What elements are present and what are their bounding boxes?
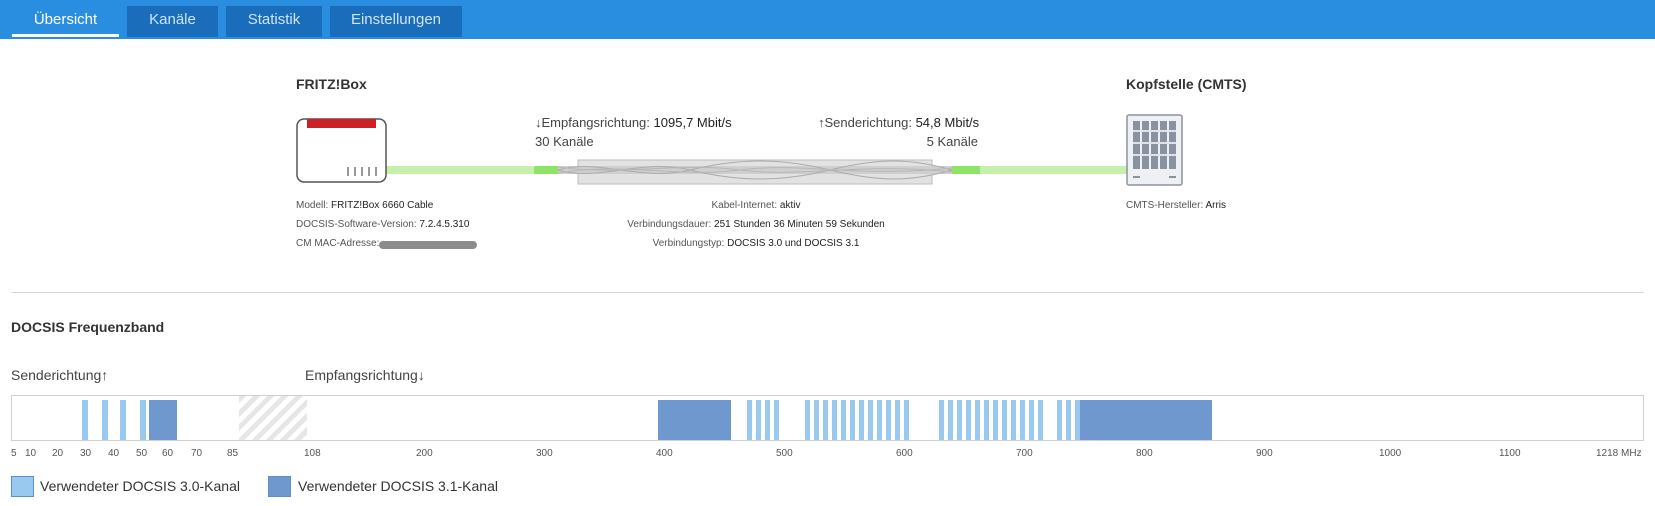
downstream-docsis30-channel: [850, 400, 855, 440]
tick-label: 800: [1136, 448, 1153, 459]
downstream-rate: ↓Empfangsrichtung: 1095,7 Mbit/s: [535, 115, 732, 130]
upstream-rate: ↑Senderichtung: 54,8 Mbit/s: [818, 115, 980, 130]
downstream-docsis30-channel: [747, 400, 752, 440]
downstream-docsis30-channel: [1020, 400, 1025, 440]
cm-mac-address: CM MAC-Adresse:: [296, 238, 380, 249]
tick-label: 10: [25, 448, 37, 459]
tick-label: 20: [52, 448, 64, 459]
downstream-docsis30-channel: [774, 400, 779, 440]
downstream-docsis30-channel: [957, 400, 962, 440]
frequency-band-title: DOCSIS Frequenzband: [11, 319, 165, 335]
downstream-docsis30-channel: [1057, 400, 1062, 440]
tick-label: 1218 MHz: [1596, 448, 1642, 459]
tick-label: 1100: [1499, 448, 1521, 459]
tick-label: 50: [136, 448, 148, 459]
tick-label: 600: [896, 448, 913, 459]
downstream-docsis30-channel: [904, 400, 909, 440]
tick-label: 500: [776, 448, 793, 459]
tab-einstellungen[interactable]: Einstellungen: [330, 6, 462, 37]
downstream-docsis30-channel: [823, 400, 828, 440]
device-model: Modell: FRITZ!Box 6660 Cable: [296, 200, 434, 211]
downstream-docsis30-channel: [841, 400, 846, 440]
tick-label: 5: [11, 448, 17, 459]
tick-label: 900: [1256, 448, 1273, 459]
unused-gap-region: [239, 396, 307, 440]
connection-duration: Verbindungsdauer: 251 Stunden 36 Minuten…: [627, 219, 885, 230]
tab-kanaele[interactable]: Kanäle: [127, 6, 218, 37]
tick-label: 30: [80, 448, 92, 459]
downstream-docsis30-channel: [993, 400, 998, 440]
downstream-docsis30-channel: [966, 400, 971, 440]
downstream-docsis30-channel: [859, 400, 864, 440]
downstream-docsis30-channel: [868, 400, 873, 440]
tick-label: 70: [191, 448, 203, 459]
legend-swatch-docsis31: [268, 476, 291, 497]
cmts-title: Kopfstelle (CMTS): [1126, 76, 1247, 92]
downstream-band-label: Empfangsrichtung↓: [305, 367, 425, 383]
cmts-manufacturer: CMTS-Hersteller: Arris: [1126, 200, 1227, 211]
frequency-band-bar: [11, 395, 1644, 441]
fritzbox-device-icon: [296, 118, 387, 183]
cmts-device-icon: [1126, 114, 1183, 186]
tick-label: 400: [656, 448, 673, 459]
downstream-docsis30-channel: [877, 400, 882, 440]
downstream-docsis30-channel: [832, 400, 837, 440]
connection-diagram: [296, 114, 1183, 186]
downstream-docsis30-channel: [1011, 400, 1016, 440]
section-divider: [11, 292, 1644, 293]
tick-label: 200: [416, 448, 433, 459]
upstream-docsis30-channel: [140, 400, 146, 440]
downstream-docsis30-channel: [948, 400, 953, 440]
tab-bar: Übersicht Kanäle Statistik Einstellungen: [0, 0, 1655, 39]
tab-statistik[interactable]: Statistik: [226, 6, 322, 37]
upstream-docsis31-channel: [149, 400, 177, 440]
connection-type: Verbindungstyp: DOCSIS 3.0 und DOCSIS 3.…: [652, 238, 860, 249]
tick-label: 60: [162, 448, 174, 459]
tick-label: 1000: [1379, 448, 1402, 459]
tick-label: 85: [227, 448, 239, 459]
downstream-docsis30-channel: [1002, 400, 1007, 440]
downstream-docsis30-channel: [765, 400, 770, 440]
tab-uebersicht[interactable]: Übersicht: [12, 6, 119, 37]
downstream-docsis30-channel: [975, 400, 980, 440]
downstream-docsis31-channel: [658, 400, 731, 440]
upstream-channels: 5 Kanäle: [926, 134, 978, 149]
tick-label: 108: [304, 448, 321, 459]
downstream-docsis31-channel: [1080, 400, 1212, 440]
downstream-docsis30-channel: [984, 400, 989, 440]
upstream-docsis30-channel: [120, 400, 126, 440]
upstream-band-label: Senderichtung↑: [11, 367, 109, 383]
downstream-docsis30-channel: [814, 400, 819, 440]
downstream-channels: 30 Kanäle: [535, 134, 594, 149]
downstream-docsis30-channel: [939, 400, 944, 440]
downstream-docsis30-channel: [886, 400, 891, 440]
downstream-docsis30-channel: [895, 400, 900, 440]
fritzbox-title: FRITZ!Box: [296, 76, 367, 92]
downstream-docsis30-channel: [805, 400, 810, 440]
docsis-software-version: DOCSIS-Software-Version: 7.2.4.5.310: [296, 219, 470, 230]
channel-wave: [557, 167, 953, 174]
channel-bundle-core: [558, 166, 952, 174]
mac-redaction-bar: [379, 241, 477, 249]
legend-label-docsis30: Verwendeter DOCSIS 3.0-Kanal: [40, 478, 240, 494]
tick-label: 300: [536, 448, 553, 459]
tick-label: 700: [1016, 448, 1033, 459]
downstream-docsis30-channel: [756, 400, 761, 440]
tick-label: 40: [108, 448, 120, 459]
legend-swatch-docsis30: [11, 476, 34, 497]
upstream-docsis30-channel: [102, 400, 108, 440]
downstream-docsis30-channel: [1075, 400, 1080, 440]
downstream-docsis30-channel: [1029, 400, 1034, 440]
downstream-docsis30-channel: [1066, 400, 1071, 440]
cable-internet-status: Kabel-Internet: aktiv: [711, 200, 801, 211]
upstream-docsis30-channel: [82, 400, 88, 440]
downstream-docsis30-channel: [1038, 400, 1043, 440]
legend-label-docsis31: Verwendeter DOCSIS 3.1-Kanal: [298, 478, 498, 494]
